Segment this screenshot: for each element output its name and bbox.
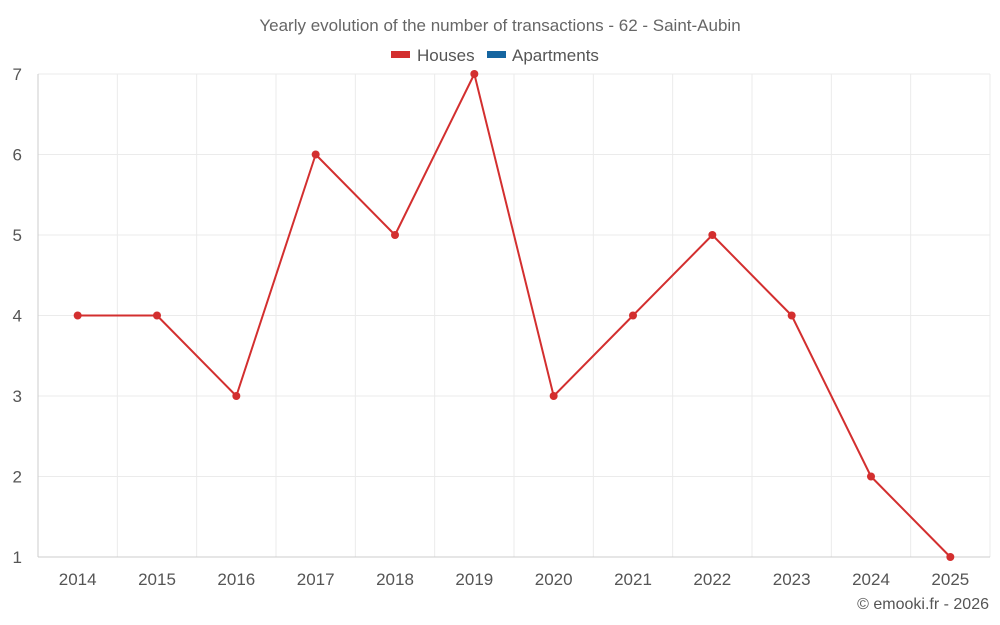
data-point-2018 xyxy=(391,231,399,239)
legend-swatch-1 xyxy=(391,51,410,58)
x-tick-labels: 2014 2015 2016 2017 2018 2019 2020 2021 2022 2023… xyxy=(59,570,969,589)
y-tick-label-7: 7 xyxy=(13,65,22,84)
chart-title: Yearly evolution of the number of transa… xyxy=(259,16,740,35)
y-tick-label-6: 6 xyxy=(13,146,22,165)
x-tick-label-1: 2014 xyxy=(59,570,97,589)
x-tick-label-6: 2019 xyxy=(455,570,493,589)
legend-label-2: Apartments xyxy=(512,46,599,65)
y-tick-labels: 1 2 3 4 5 6 7 xyxy=(13,65,22,567)
y-tick-label-2: 2 xyxy=(13,468,22,487)
x-tick-label-8: 2021 xyxy=(614,570,652,589)
data-point-2022 xyxy=(708,231,717,239)
legend: Houses Apartments xyxy=(391,46,599,65)
y-tick-label-4: 4 xyxy=(13,307,22,326)
x-tick-label-2: 2015 xyxy=(138,570,176,589)
x-tick-label-10: 2023 xyxy=(773,570,811,589)
credit-text: © emooki.fr - 2026 xyxy=(857,596,989,613)
legend-label-1: Houses xyxy=(417,46,475,65)
data-point-2015 xyxy=(153,311,161,320)
x-tick-label-3: 2016 xyxy=(217,570,255,589)
y-tick-label-3: 3 xyxy=(13,387,22,406)
data-point-2021 xyxy=(629,311,637,320)
x-tick-label-9: 2022 xyxy=(693,570,731,589)
x-tick-label-4: 2017 xyxy=(297,570,335,589)
data-point-2017 xyxy=(311,150,320,159)
x-tick-label-12: 2025 xyxy=(931,570,969,589)
data-point-2020 xyxy=(549,392,558,400)
axes xyxy=(37,74,990,558)
series-layer xyxy=(73,70,955,561)
data-point-2014 xyxy=(73,311,82,320)
data-point-2025 xyxy=(946,553,955,561)
data-point-2023 xyxy=(787,311,796,320)
series-houses xyxy=(73,70,955,561)
x-tick-label-7: 2020 xyxy=(535,570,573,589)
y-tick-label-5: 5 xyxy=(13,226,22,245)
legend-swatch-2 xyxy=(487,51,506,58)
y-tick-label-1: 1 xyxy=(13,548,22,567)
series-line-houses xyxy=(77,73,952,558)
data-point-2019 xyxy=(470,70,479,78)
data-point-2024 xyxy=(867,472,875,481)
data-point-2016 xyxy=(232,392,241,400)
x-tick-label-11: 2024 xyxy=(852,570,890,589)
x-tick-label-5: 2018 xyxy=(376,570,414,589)
